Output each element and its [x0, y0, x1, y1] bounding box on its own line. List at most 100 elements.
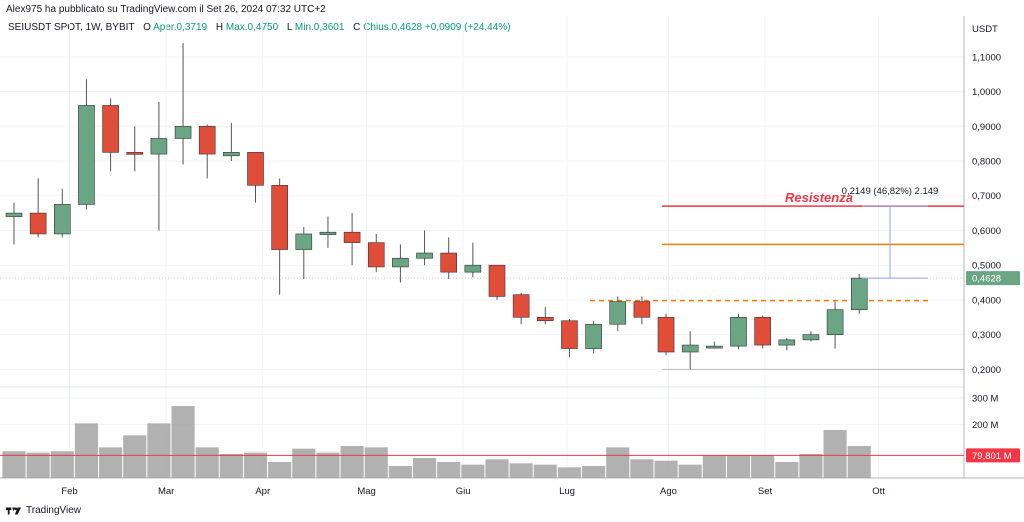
time-tick-label: Ago [660, 486, 677, 497]
volume-bar [388, 466, 412, 478]
candle-body [730, 316, 747, 347]
candle-body [657, 316, 675, 353]
price-axis[interactable]: USDT 1,1000 1,0000 0,9000 0,8000 0,7000 0,6000… [966, 24, 1020, 463]
measure-label: 0,2149 (46,82%) 2.149 [842, 186, 939, 197]
footer-brand[interactable]: TradingView [6, 505, 81, 516]
candle-body [126, 152, 144, 155]
volume-bar [606, 447, 630, 478]
open-label: O [143, 22, 151, 33]
volume-tick-label: 100 M [972, 447, 998, 458]
volume-bar [26, 452, 50, 478]
volume-bar [412, 458, 437, 478]
volume-bar [630, 459, 654, 478]
volume-bar [74, 423, 99, 478]
resistance-label: Resistenza [785, 190, 853, 205]
volume-bar [678, 464, 702, 478]
candle-body [29, 212, 47, 235]
candle-body [223, 152, 240, 157]
low-value: Min.0,3601 [294, 22, 345, 33]
axis-unit-label: USDT [972, 24, 998, 35]
chart-grid [0, 16, 1024, 479]
candle-body [102, 105, 119, 153]
time-tick-label: Ott [872, 486, 885, 497]
time-tick-label: Lug [559, 486, 575, 497]
publish-info: Alex975 ha pubblicato su TradingView.com… [6, 4, 326, 15]
candle-body [585, 323, 602, 349]
volume-bar [219, 454, 243, 478]
chart-legend: SEIUSDT SPOT, 1W, BYBIT O Aper.0,3719 H … [8, 22, 511, 33]
time-tick-label: Giu [456, 486, 471, 497]
close-label: C [353, 22, 361, 33]
candle-body [271, 185, 288, 250]
volume-bar [557, 467, 582, 478]
price-tick-label: 0,8000 [972, 157, 1001, 168]
candle-body [754, 316, 771, 346]
candle-body [802, 334, 820, 341]
candle-body [826, 309, 844, 335]
candle-body [150, 138, 168, 155]
volume-bar [799, 454, 823, 478]
candle-body [367, 242, 385, 268]
candle-body [536, 316, 554, 322]
candle-body [78, 105, 95, 205]
volume-bar [702, 455, 726, 478]
low-label: L [286, 22, 293, 33]
symbol-label[interactable]: SEIUSDT SPOT, 1W, BYBIT [8, 22, 135, 33]
volume-bar [509, 463, 533, 478]
volume-bar [582, 466, 606, 478]
high-label: H [215, 22, 224, 33]
time-tick-label: Mag [357, 486, 375, 497]
candle-body [488, 264, 506, 297]
volume-bar [775, 462, 799, 478]
volume-bar [243, 452, 268, 478]
last-price-badge [966, 271, 1020, 286]
footer-brand-label: TradingView [26, 505, 82, 516]
candle-body [512, 294, 530, 318]
open-value: Aper.0,3719 [153, 22, 208, 33]
volume-bar [2, 451, 26, 478]
candle-body [416, 252, 433, 259]
high-value: Max.0,4750 [225, 22, 279, 33]
candle-body [392, 257, 409, 268]
volume-tick-label: 300 M [972, 394, 998, 405]
volume-bar [340, 446, 364, 478]
time-tick-label: Set [758, 486, 773, 497]
volume-bar [823, 430, 847, 478]
volume-last-badge [966, 448, 1020, 463]
time-tick-label: Apr [255, 486, 270, 497]
price-tick-label: 0,7000 [972, 191, 1001, 202]
time-axis[interactable]: Feb Mar Apr Mag Giu Lug Ago Set Ott [61, 486, 885, 497]
volume-bar [50, 451, 74, 478]
candle-body [319, 231, 337, 235]
price-tick-label: 0,5000 [972, 261, 1001, 272]
volume-bar [461, 464, 485, 478]
price-tick-label: 0,2000 [972, 365, 1001, 376]
price-tick-label: 0,9000 [972, 122, 1001, 133]
horizontal-levels [0, 205, 964, 370]
candle-body [174, 125, 192, 139]
volume-bar [364, 447, 388, 478]
candle-body [198, 125, 216, 155]
candle-body [247, 152, 264, 186]
candle-body [609, 301, 627, 325]
volume-bar [485, 459, 509, 478]
candle-body [5, 212, 23, 217]
candles [5, 42, 868, 370]
candle-body [464, 264, 482, 273]
volume-bar [316, 452, 340, 478]
change-value: +0,0909 (+24,44%) [424, 22, 511, 33]
volume-bar [123, 435, 147, 478]
volume-bar [751, 455, 775, 478]
candle-body [850, 277, 868, 310]
volume-bar [195, 447, 219, 478]
time-tick-label: Feb [61, 486, 77, 497]
close-value: Chius.0,4628 [363, 22, 423, 33]
volume-bar [654, 460, 678, 478]
price-tick-label: 0,6000 [972, 226, 1001, 237]
candle-body [681, 344, 699, 353]
candle-body [706, 345, 723, 349]
price-tick-label: 0,4000 [972, 295, 1001, 306]
candle-body [561, 320, 578, 349]
